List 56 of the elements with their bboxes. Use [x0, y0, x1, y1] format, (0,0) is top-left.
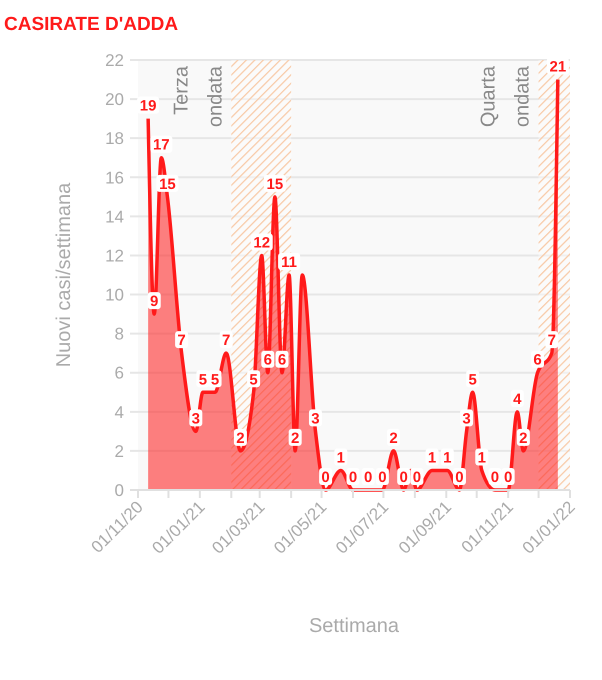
data-label: 0: [321, 469, 330, 486]
data-label: 1: [478, 449, 486, 466]
data-label: 7: [548, 332, 556, 350]
data-label: 3: [311, 410, 320, 428]
data-label: 0: [364, 469, 372, 486]
data-label: 5: [198, 371, 208, 388]
data-label: 2: [389, 430, 398, 447]
data-label: 2: [236, 430, 245, 447]
data-label: 6: [533, 352, 542, 369]
data-label: 5: [249, 371, 258, 388]
data-label: 21: [549, 58, 566, 76]
x-axis-title: Settimana: [308, 615, 400, 637]
y-tick-label: 20: [105, 90, 124, 110]
data-label: 3: [462, 410, 471, 428]
data-label: 15: [266, 176, 284, 193]
data-label: 7: [177, 332, 186, 350]
data-label: 0: [455, 469, 464, 486]
y-tick-label: 0: [114, 481, 124, 500]
band-label: Terza ondata: [170, 65, 226, 128]
data-label: 2: [291, 430, 300, 447]
y-tick-label: 4: [114, 402, 124, 422]
y-tick-label: 8: [114, 324, 124, 344]
data-label: 6: [264, 352, 272, 369]
data-label: 3: [192, 410, 200, 428]
data-label: 5: [468, 371, 477, 388]
data-label: 1: [428, 449, 436, 466]
data-label: 0: [378, 469, 387, 486]
y-axis-title: Nuovi casi/settimana: [53, 182, 75, 368]
data-label: 11: [281, 254, 298, 271]
band-label: Quarta ondata: [478, 65, 534, 128]
data-label: 9: [150, 293, 158, 310]
y-tick-label: 2: [114, 442, 124, 461]
y-tick-label: 6: [114, 364, 124, 383]
data-label: 0: [412, 469, 422, 486]
y-tick-label: 18: [105, 129, 124, 148]
data-label: 1: [336, 449, 345, 466]
data-label: 2: [519, 430, 528, 447]
data-label: 6: [278, 352, 286, 369]
y-tick-label: 22: [105, 51, 124, 70]
y-tick-label: 12: [105, 246, 124, 266]
y-tick-label: 14: [105, 207, 124, 226]
data-label: 1: [443, 449, 452, 466]
y-tick-label: 10: [105, 286, 124, 305]
data-label: 0: [348, 469, 358, 486]
y-tick-label: 16: [105, 168, 124, 188]
data-label: 0: [504, 469, 512, 486]
data-label: 17: [152, 136, 170, 154]
data-label: 12: [253, 234, 270, 252]
data-label: 4: [513, 390, 522, 408]
data-label: 0: [400, 469, 408, 486]
chart-title: CASIRATE D'ADDA: [4, 14, 178, 35]
data-label: 0: [490, 469, 500, 486]
data-label: 19: [140, 98, 156, 115]
data-label: 7: [222, 332, 230, 350]
data-label: 5: [210, 371, 220, 388]
data-label: 15: [159, 176, 176, 193]
